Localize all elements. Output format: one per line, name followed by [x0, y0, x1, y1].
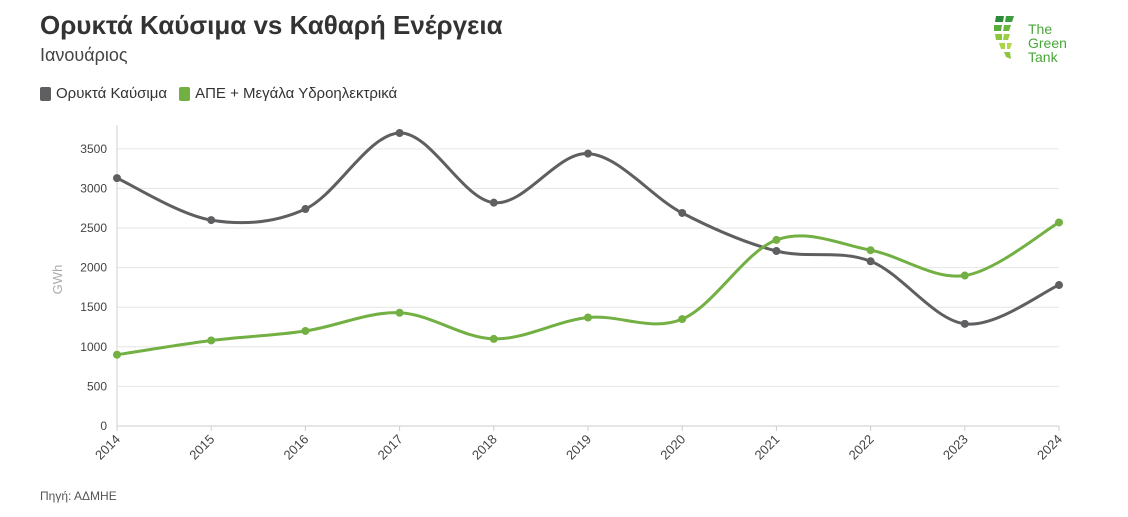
data-point-1-2018: [489, 334, 498, 343]
x-tick-label: 2014: [92, 432, 123, 463]
data-point-0-2019: [584, 149, 592, 158]
data-point-0-2015: [207, 216, 216, 225]
legend-swatch-fossil: [40, 86, 51, 101]
data-point-0-2018: [489, 198, 498, 207]
y-tick-label: 3500: [80, 142, 107, 156]
data-point-0-2023: [960, 319, 969, 328]
x-tick-label: 2020: [657, 432, 688, 463]
legend-item-fossil[interactable]: Ορυκτά Καύσιμα: [40, 85, 167, 102]
data-point-0-2016: [301, 205, 310, 214]
x-tick-label: 2016: [280, 432, 311, 463]
y-tick-label: 1000: [80, 340, 107, 354]
legend-item-renewables[interactable]: ΑΠΕ + Μεγάλα Υδροηλεκτρικά: [179, 85, 397, 102]
logo-text-the: The: [1028, 21, 1053, 37]
logo-mark-icon: [994, 16, 1014, 59]
y-axis-title: GWh: [50, 265, 65, 295]
chart-legend: Ορυκτά Καύσιμα ΑΠΕ + Μεγάλα Υδροηλεκτρικ…: [40, 85, 397, 102]
y-tick-label: 0: [100, 419, 107, 433]
data-point-1-2014: [113, 350, 121, 359]
y-tick-label: 1500: [80, 300, 107, 314]
series-line-1: [115, 220, 1061, 357]
data-point-0-2014: [113, 174, 121, 183]
y-tick-label: 500: [87, 379, 107, 393]
y-tick-label: 2500: [80, 221, 107, 235]
data-point-0-2020: [678, 208, 687, 217]
x-tick-label: 2015: [186, 432, 217, 463]
data-point-1-2019: [584, 313, 592, 322]
data-point-1-2023: [960, 271, 969, 280]
legend-label-renewables: ΑΠΕ + Μεγάλα Υδροηλεκτρικά: [195, 85, 398, 102]
data-point-0-2024: [1055, 281, 1063, 290]
x-tick-label: 2019: [563, 432, 594, 463]
x-tick-label: 2017: [375, 432, 406, 463]
data-point-1-2017: [395, 308, 404, 317]
data-point-1-2015: [207, 336, 216, 345]
data-point-1-2020: [678, 315, 687, 324]
logo-text-green: Green: [1028, 35, 1067, 51]
data-point-0-2017: [395, 129, 404, 137]
x-tick-label: 2023: [940, 432, 971, 463]
data-point-1-2021: [772, 235, 781, 244]
y-tick-label: 2000: [80, 261, 107, 275]
x-tick-label: 2021: [751, 432, 782, 463]
legend-label-fossil: Ορυκτά Καύσιμα: [56, 85, 168, 102]
green-tank-logo-icon: [990, 12, 1070, 70]
legend-swatch-renewables: [179, 86, 191, 101]
logo-text-tank: Tank: [1028, 49, 1058, 65]
source-note: Πηγή: ΑΔΜΗΕ: [40, 489, 117, 503]
data-point-1-2016: [301, 326, 310, 335]
x-tick-label: 2024: [1034, 432, 1065, 463]
chart-subtitle: Ιανουάριος: [40, 45, 128, 65]
x-tick-label: 2018: [469, 432, 500, 463]
series-line-0: [115, 131, 1061, 326]
data-point-1-2024: [1055, 218, 1063, 227]
data-point-0-2021: [772, 246, 781, 255]
chart-title: Ορυκτά Καύσιμα vs Καθαρή Ενέργεια: [40, 10, 503, 40]
x-tick-label: 2022: [846, 432, 877, 463]
y-tick-label: 3000: [80, 181, 107, 195]
data-point-1-2022: [866, 246, 875, 255]
data-point-0-2022: [866, 257, 875, 266]
